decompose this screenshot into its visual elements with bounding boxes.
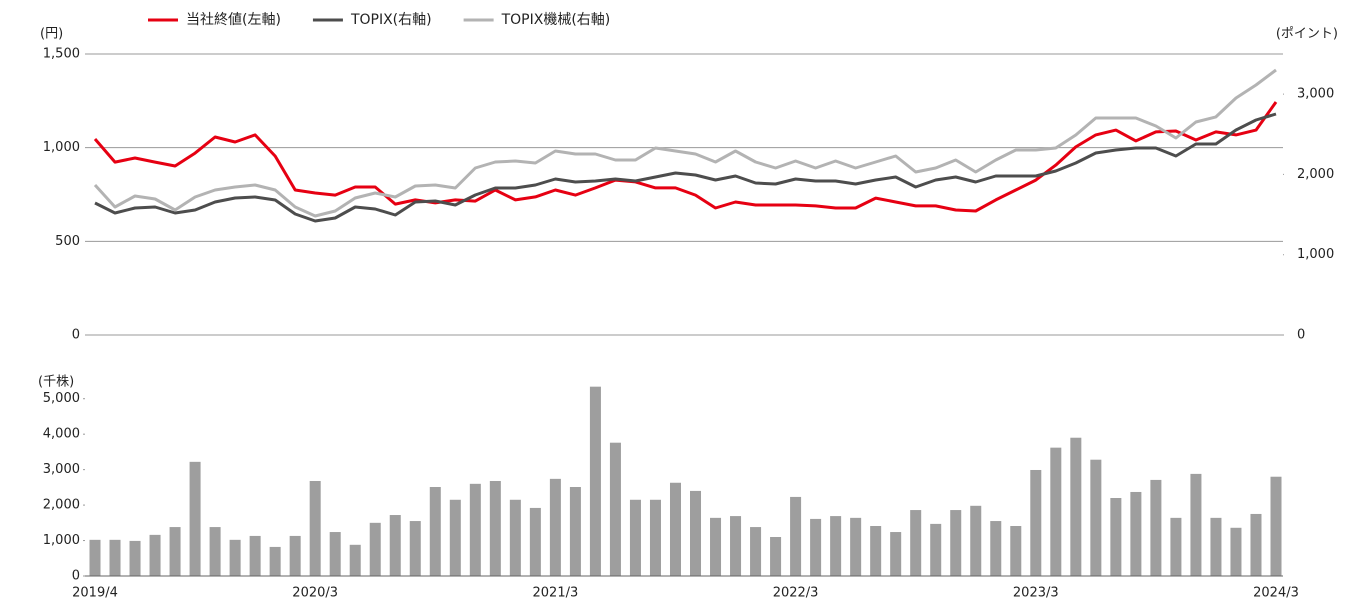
bar [409,521,421,576]
y-tick-label: 2,000 [43,498,80,513]
y-tick-label: 500 [55,234,80,249]
x-tick-label: 2021/3 [533,586,579,601]
bar [549,478,561,576]
bar [249,535,261,576]
legend-label: 当社終値(左軸) [186,12,281,28]
bar [770,537,782,576]
bar [1250,513,1262,576]
bar [629,499,641,576]
bar [349,544,361,576]
y-tick-label: 0 [72,569,80,584]
bar [750,527,762,576]
bar [109,539,121,576]
bar [669,482,681,576]
bar [1110,498,1122,576]
bar [269,546,281,576]
y2-tick-label: 0 [1297,328,1305,343]
line-series [94,112,1277,223]
y-tick-label: 5,000 [43,391,80,406]
bar [509,499,521,576]
bar [609,442,621,576]
bar [529,507,541,576]
bar [569,487,581,576]
bar [329,532,341,576]
bar [229,539,241,576]
bar [449,499,461,576]
bar [189,461,201,576]
bar [930,523,942,576]
bar [1150,479,1162,576]
legend-label: TOPIX機械(右軸) [501,12,611,28]
bar [1190,473,1202,576]
bar [970,505,982,576]
bar [1070,437,1082,576]
bar [1030,469,1042,576]
bar [990,521,1002,576]
bar [810,518,822,576]
bar [710,517,722,576]
y-tick-label: 1,500 [43,47,80,62]
bar [1090,459,1102,576]
y2-tick-label: 2,000 [1297,167,1334,182]
y2-axis-unit: (ポイント) [1276,27,1338,42]
bar [790,496,802,576]
bar [1270,476,1282,576]
bar [1230,527,1242,576]
bar [389,515,401,576]
bar [429,487,441,576]
x-tick-label: 2019/4 [72,586,118,601]
bar [209,527,221,576]
bar [870,526,882,576]
y-tick-label: 4,000 [43,427,80,442]
bar [730,516,742,576]
bar [1170,517,1182,576]
y-axis-unit: (円) [40,27,63,42]
bar [489,480,501,576]
x-tick-label: 2023/3 [1013,586,1059,601]
legend-label: TOPIX(右軸) [350,12,432,28]
y2-tick-label: 1,000 [1297,247,1334,262]
y-tick-label: 0 [72,328,80,343]
x-tick-label: 2020/3 [292,586,338,601]
bar [649,499,661,576]
y-tick-label: 1,000 [43,533,80,548]
y-axis-unit: (千株) [38,375,74,390]
x-tick-label: 2024/3 [1253,586,1299,601]
x-tick-label: 2022/3 [773,586,819,601]
bar [129,540,141,576]
line-series [93,68,1277,218]
bar [890,532,902,576]
bar [469,483,481,576]
y-tick-label: 1,000 [43,140,80,155]
bar [89,539,101,576]
bar [1010,526,1022,576]
bar [169,527,181,576]
bar [1210,517,1222,576]
bar [850,517,862,576]
bar [910,510,922,576]
bar [289,535,301,576]
bar [1130,491,1142,576]
bar [309,480,321,576]
line-series [93,101,1278,213]
bar [369,522,381,576]
bar [950,510,962,576]
y2-tick-label: 3,000 [1297,87,1334,102]
bar [149,534,161,576]
bar [690,490,702,576]
bar [830,516,842,576]
bar [1050,447,1062,576]
y-tick-label: 3,000 [43,462,80,477]
bar [589,386,601,576]
